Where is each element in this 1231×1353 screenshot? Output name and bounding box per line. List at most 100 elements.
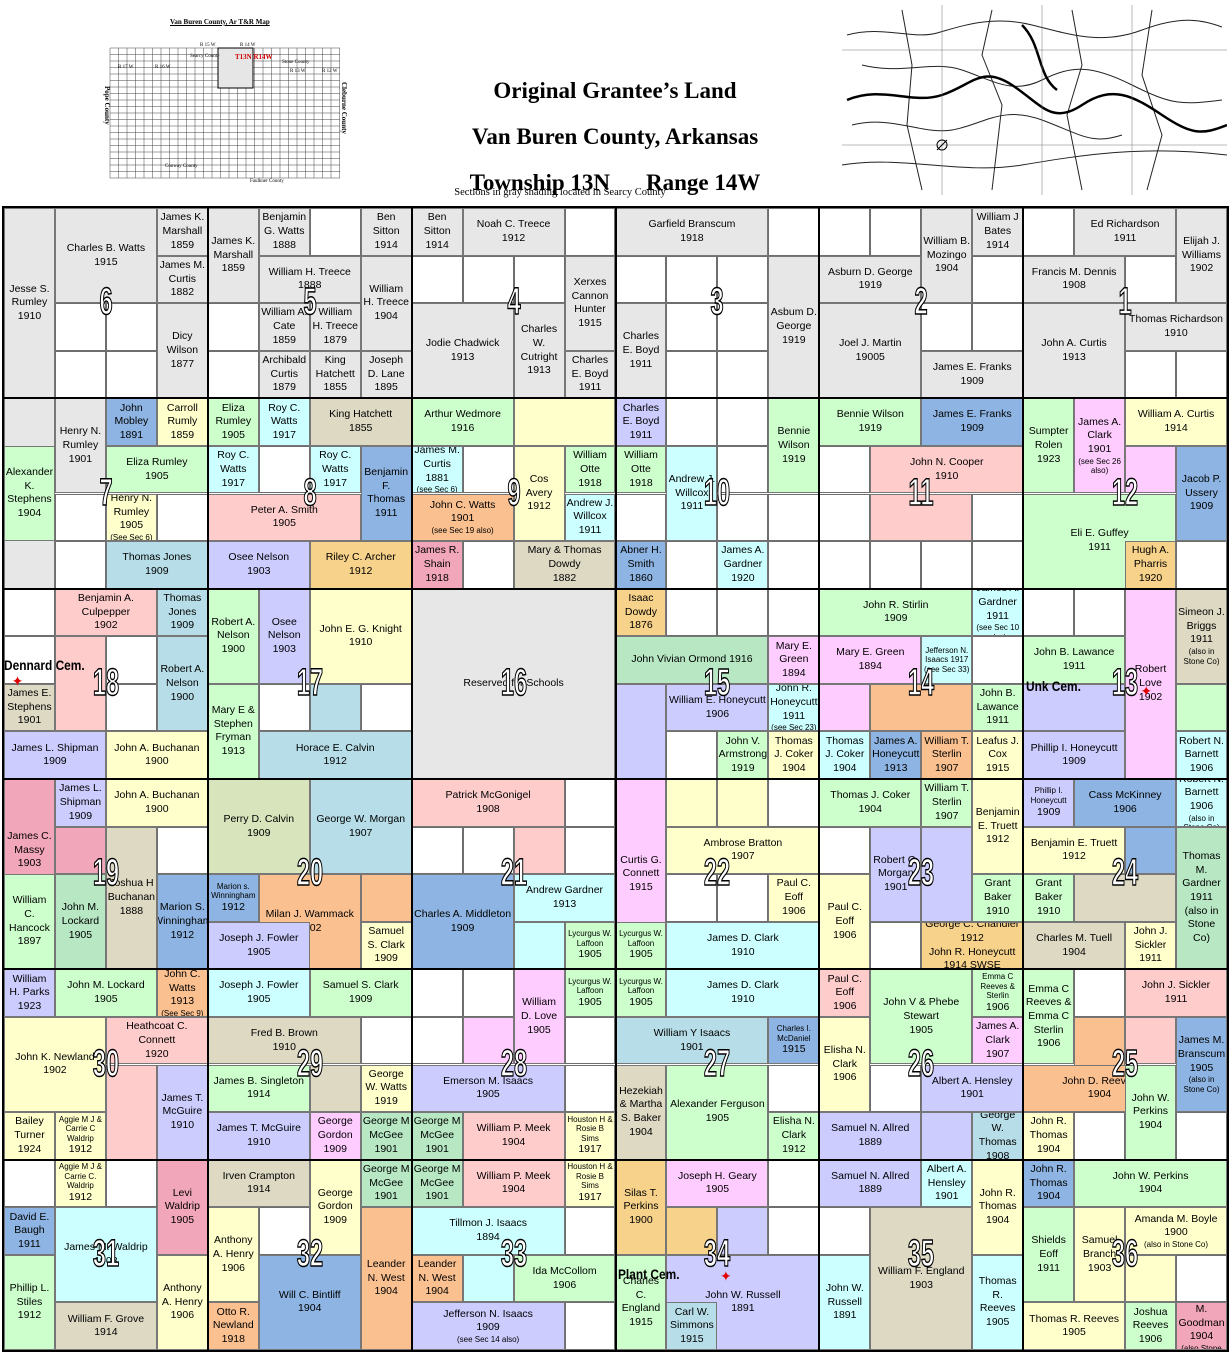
grantee-line: 1906 — [1138, 1333, 1163, 1346]
tract-text: Joseph J. Fowler 1905 — [219, 979, 298, 1006]
grantee-line: 1859 — [272, 333, 296, 346]
grantee-line: 1906 — [552, 1278, 577, 1291]
tract-text: Riley C. Archer 1912 — [326, 551, 396, 578]
grantee-line: Thomas M. Gardner — [1182, 850, 1221, 890]
grantee-line: 1911 (also in Stone Co) — [1184, 891, 1219, 945]
grid-cell — [819, 208, 871, 256]
tract-text: Aggie M J & Carrie C Waldrip 1912 — [57, 1115, 104, 1157]
grantee-line: Archibald Curtis — [262, 354, 307, 380]
grid-cell — [972, 303, 1024, 351]
tract-text: Samuel S. Clark 1909 — [323, 979, 399, 1006]
tract-text: Arthur Wedmore 1916 — [424, 408, 501, 435]
grid-cell — [564, 1302, 616, 1350]
land-tract: Thomas Jones 1909 — [156, 588, 208, 637]
grantee-line: 1911 — [1037, 1261, 1060, 1274]
tract-text: James M. Branscum 1905 (also in Stone Co) — [1178, 1034, 1225, 1094]
tract-text: Ida McCollom 1906 — [532, 1265, 596, 1292]
grantee-line: Roy C. Watts — [268, 401, 301, 428]
grantee-line: Ben Sitton — [423, 211, 451, 237]
tract-text: William Y Isaacs 1901 — [654, 1027, 731, 1054]
township-label: Township 13N — [469, 170, 611, 195]
grantee-line: 1917 — [578, 1191, 602, 1204]
grid-cell — [258, 683, 310, 732]
grantee-line: 1911 — [578, 524, 602, 537]
grantee-line: 1917 — [221, 476, 245, 489]
tract-text: William F. Grove 1914 — [68, 1313, 144, 1340]
grantee-line: 1891 — [833, 1309, 857, 1322]
grantee-line: John C. Watts — [429, 498, 496, 511]
grantee-line: 1912 — [221, 900, 245, 913]
tract-text: Ben Sitton 1914 — [414, 211, 461, 252]
tract-text: Charles I. McDaniel 1915 — [770, 1024, 817, 1057]
land-tract: Osee Nelson 1903 — [258, 588, 310, 684]
tract-text: Samuel Branch 1903 — [1076, 1234, 1123, 1275]
land-tract: Ambrose Bratton 1907 — [666, 826, 820, 875]
land-tract: Lycurgus W. Laffoon 1905 — [615, 969, 667, 1017]
grantee-line: 1909 — [323, 1214, 347, 1227]
tract-text: William T. Sterlin 1907 — [923, 735, 970, 776]
land-tract — [819, 683, 871, 732]
land-tract: William H. Treece 1879 — [309, 303, 361, 351]
tract-text: William Otte 1918 — [567, 449, 614, 490]
tract-text: James M. Curtis 1881 (see Sec 6) — [414, 447, 461, 493]
tract-text: Benjamin F. Thomas 1911 — [363, 466, 410, 521]
tract-text: Phillip I. Honeycutt 1909 — [1031, 742, 1118, 769]
tract-text: Otto R. Newland 1918 — [210, 1306, 257, 1347]
land-tract — [1074, 874, 1177, 922]
grantee-line: 1905 — [247, 993, 271, 1006]
grantee-line: 1919 — [731, 762, 755, 775]
grantee-line: William B. Mozingo — [923, 235, 971, 261]
index-label-conway: Conway County — [165, 164, 198, 169]
land-tract: Phillip I. Honeycutt 1909 — [1023, 779, 1075, 827]
grantee-line: George W. Watts — [365, 1067, 407, 1094]
grantee-line: Arthur Wedmore — [424, 408, 502, 421]
grantee-line: 1902 — [43, 1064, 67, 1077]
grantee-line: 1905 — [170, 1214, 195, 1227]
section-number: 18 — [92, 661, 120, 704]
tract-text: Roy C. Watts 1917 — [312, 449, 359, 490]
grantee-line: 1909 — [476, 1321, 500, 1334]
grantee-line: James A. Gardner — [721, 544, 765, 571]
tract-text: John C. Watts 1913 (See Sec 9) — [159, 970, 206, 1016]
grantee-line: 1894 — [858, 660, 882, 673]
grantee-line: 1882 — [552, 571, 577, 584]
grantee-line: Albert A. Hensley — [926, 1162, 967, 1189]
tract-text: John V. Armstrong 1919 — [719, 735, 767, 776]
grantee-line: 1910 — [731, 945, 755, 958]
grantee-line: 1905 — [272, 517, 296, 530]
grantee-line: Asburn D. George — [827, 265, 913, 278]
grantee-line: 1877 — [170, 357, 195, 370]
grantee-line: 1901 — [374, 1142, 398, 1155]
grantee-line: 1912 — [501, 231, 526, 244]
grantee-line: Chesley M. Goodman — [1178, 1302, 1225, 1329]
tract-text: Thomas R. Reeves 1905 — [1029, 1313, 1119, 1340]
land-tract: Roy C. Watts 1917 — [207, 445, 259, 494]
grantee-line: Riley C. Archer — [325, 551, 396, 564]
index-range-12: R 12 W — [322, 69, 338, 74]
grantee-line: 1918 — [425, 571, 449, 584]
grantee-line: Charles M. Tuell — [1036, 931, 1113, 944]
grid-cell — [564, 779, 616, 827]
grantee-line: William T. Sterlin — [924, 734, 970, 761]
land-tract: Archibald Curtis 1879 — [258, 350, 310, 399]
grantee-line: Samuel Branch — [1081, 1234, 1118, 1260]
tract-text: Leander N. West 1904 — [414, 1258, 461, 1299]
tract-text: James M. Curtis 1882 — [159, 259, 206, 300]
grid-cell — [768, 1207, 820, 1255]
grid-cell — [666, 350, 718, 399]
land-tract: Charles E. Boyd 1911 — [615, 398, 667, 446]
land-tract: Cass McKinney 1906 — [1074, 779, 1177, 827]
grantee-line: 1900 — [1164, 1226, 1188, 1239]
grantee-line: George M McGee — [413, 1115, 461, 1142]
land-tract: James M. Curtis 1882 — [156, 255, 208, 304]
land-tract — [105, 1064, 157, 1160]
section-number: 6 — [99, 281, 113, 324]
grantee-line: 1911 — [1164, 993, 1188, 1006]
grantee-line: 1904 — [298, 1302, 322, 1315]
index-label-pope: Pope County — [103, 86, 111, 125]
grantee-line: Milan J. Wammack — [265, 908, 354, 921]
tract-text: James T. McGuire 1910 — [159, 1092, 206, 1133]
grantee-line: John B. Lawance — [1033, 646, 1115, 659]
grantee-line: 1904 — [1087, 1088, 1112, 1101]
